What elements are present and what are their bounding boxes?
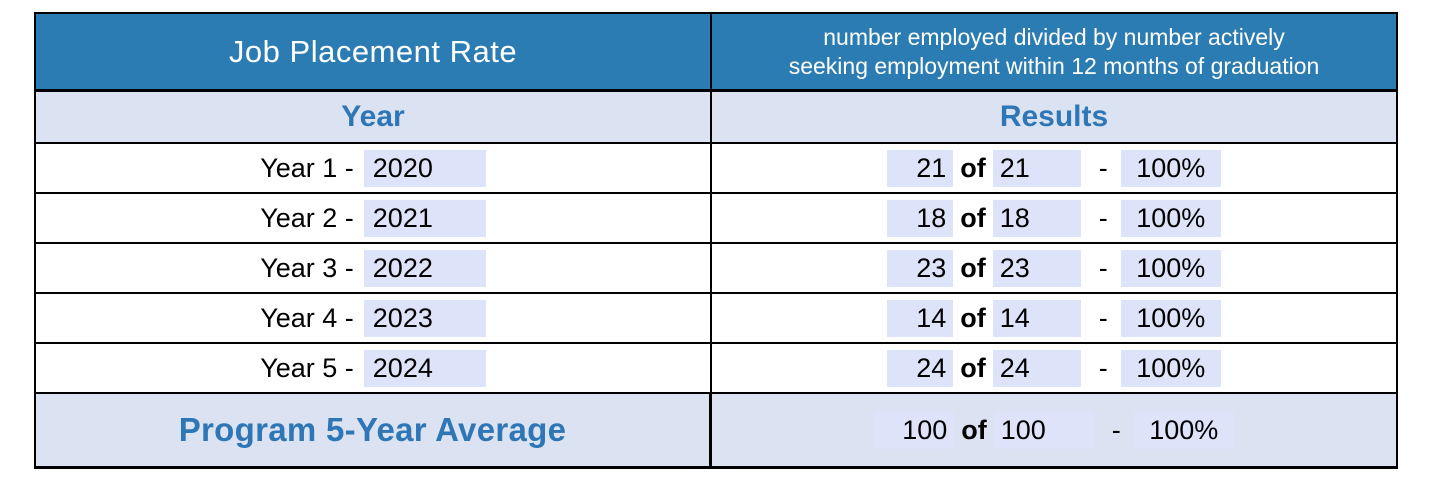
- dash-separator: -: [1098, 252, 1108, 283]
- metric-definition-cell: number employed divided by number active…: [712, 14, 1396, 89]
- results-cell: 23 of 23 - 100%: [712, 244, 1396, 292]
- year-value-field[interactable]: 2020: [363, 149, 486, 187]
- year-row-label: Year 3 -: [260, 252, 354, 283]
- average-seeking-count-field[interactable]: 100: [993, 411, 1094, 449]
- average-rate-field[interactable]: 100%: [1133, 411, 1234, 449]
- table-row: Year 4 - 2023 14 of 14 - 100%: [36, 294, 1396, 344]
- results-column-header-cell: Results: [712, 92, 1396, 142]
- rate-field[interactable]: 100%: [1120, 349, 1221, 387]
- results-cell: 24 of 24 - 100%: [712, 344, 1396, 392]
- year-cell: Year 5 - 2024: [36, 344, 712, 392]
- metric-definition-line1: number employed divided by number active…: [823, 23, 1285, 50]
- column-header-row: Year Results: [36, 92, 1396, 144]
- year-cell: Year 4 - 2023: [36, 294, 712, 342]
- year-value-field[interactable]: 2021: [363, 199, 486, 237]
- results-cell: 21 of 21 - 100%: [712, 144, 1396, 192]
- metric-definition-line2: seeking employment within 12 months of g…: [788, 52, 1320, 79]
- of-label: of: [960, 202, 986, 233]
- seeking-count-field[interactable]: 18: [992, 199, 1081, 237]
- seeking-count-field[interactable]: 21: [992, 149, 1081, 187]
- rate-field[interactable]: 100%: [1120, 249, 1221, 287]
- employed-count-field[interactable]: 23: [887, 249, 954, 287]
- results-column-header: Results: [999, 100, 1109, 133]
- rate-field[interactable]: 100%: [1120, 149, 1221, 187]
- average-results-cell: 100 of 100 - 100%: [712, 394, 1396, 466]
- of-label: of: [960, 302, 986, 333]
- year-value-field[interactable]: 2023: [363, 299, 486, 337]
- year-cell: Year 2 - 2021: [36, 194, 712, 242]
- dash-separator: -: [1111, 414, 1121, 445]
- year-value-field[interactable]: 2024: [363, 349, 486, 387]
- dash-separator: -: [1098, 202, 1108, 233]
- average-label: Program 5-Year Average: [178, 411, 567, 448]
- dash-separator: -: [1098, 352, 1108, 383]
- seeking-count-field[interactable]: 24: [992, 349, 1081, 387]
- results-cell: 14 of 14 - 100%: [712, 294, 1396, 342]
- year-column-header-cell: Year: [36, 92, 712, 142]
- rate-field[interactable]: 100%: [1120, 199, 1221, 237]
- seeking-count-field[interactable]: 23: [992, 249, 1081, 287]
- results-cell: 18 of 18 - 100%: [712, 194, 1396, 242]
- year-value-field[interactable]: 2022: [363, 249, 486, 287]
- dash-separator: -: [1098, 302, 1108, 333]
- dash-separator: -: [1098, 152, 1108, 183]
- year-cell: Year 3 - 2022: [36, 244, 712, 292]
- employed-count-field[interactable]: 21: [887, 149, 954, 187]
- table-header-row: Job Placement Rate number employed divid…: [36, 14, 1396, 92]
- of-label: of: [960, 152, 986, 183]
- seeking-count-field[interactable]: 14: [992, 299, 1081, 337]
- of-label: of: [960, 252, 986, 283]
- year-row-label: Year 2 -: [260, 202, 354, 233]
- employed-count-field[interactable]: 24: [887, 349, 954, 387]
- metric-definition: number employed divided by number active…: [789, 23, 1320, 81]
- year-row-label: Year 4 -: [260, 302, 354, 333]
- average-employed-count-field[interactable]: 100: [874, 411, 955, 449]
- table-row: Year 2 - 2021 18 of 18 - 100%: [36, 194, 1396, 244]
- average-label-cell: Program 5-Year Average: [36, 394, 712, 466]
- of-label: of: [960, 352, 986, 383]
- job-placement-rate-table: Job Placement Rate number employed divid…: [34, 12, 1398, 469]
- table-row: Year 1 - 2020 21 of 21 - 100%: [36, 144, 1396, 194]
- table-title: Job Placement Rate: [228, 33, 518, 69]
- table-row: Year 3 - 2022 23 of 23 - 100%: [36, 244, 1396, 294]
- year-column-header: Year: [341, 100, 405, 133]
- table-row: Year 5 - 2024 24 of 24 - 100%: [36, 344, 1396, 394]
- average-row: Program 5-Year Average 100 of 100 - 100%: [36, 394, 1396, 466]
- table-title-cell: Job Placement Rate: [36, 14, 712, 89]
- rate-field[interactable]: 100%: [1120, 299, 1221, 337]
- of-label: of: [961, 414, 987, 445]
- year-cell: Year 1 - 2020: [36, 144, 712, 192]
- year-row-label: Year 5 -: [260, 352, 354, 383]
- employed-count-field[interactable]: 18: [887, 199, 954, 237]
- year-row-label: Year 1 -: [260, 152, 354, 183]
- employed-count-field[interactable]: 14: [887, 299, 954, 337]
